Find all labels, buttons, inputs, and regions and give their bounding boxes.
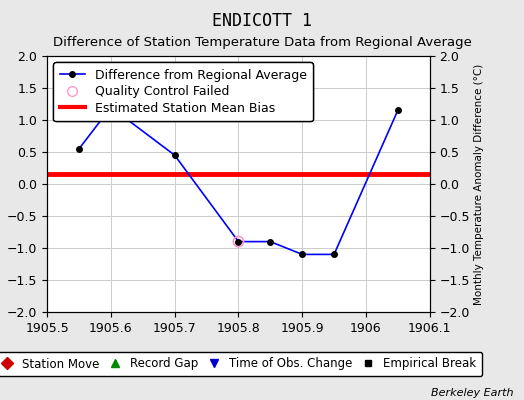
Text: ENDICOTT 1: ENDICOTT 1 xyxy=(212,12,312,30)
Text: Berkeley Earth: Berkeley Earth xyxy=(431,388,514,398)
Legend: Station Move, Record Gap, Time of Obs. Change, Empirical Break: Station Move, Record Gap, Time of Obs. C… xyxy=(0,352,482,376)
Point xyxy=(234,238,243,245)
Y-axis label: Monthly Temperature Anomaly Difference (°C): Monthly Temperature Anomaly Difference (… xyxy=(474,63,484,305)
Legend: Difference from Regional Average, Quality Control Failed, Estimated Station Mean: Difference from Regional Average, Qualit… xyxy=(53,62,313,121)
Text: Difference of Station Temperature Data from Regional Average: Difference of Station Temperature Data f… xyxy=(52,36,472,49)
